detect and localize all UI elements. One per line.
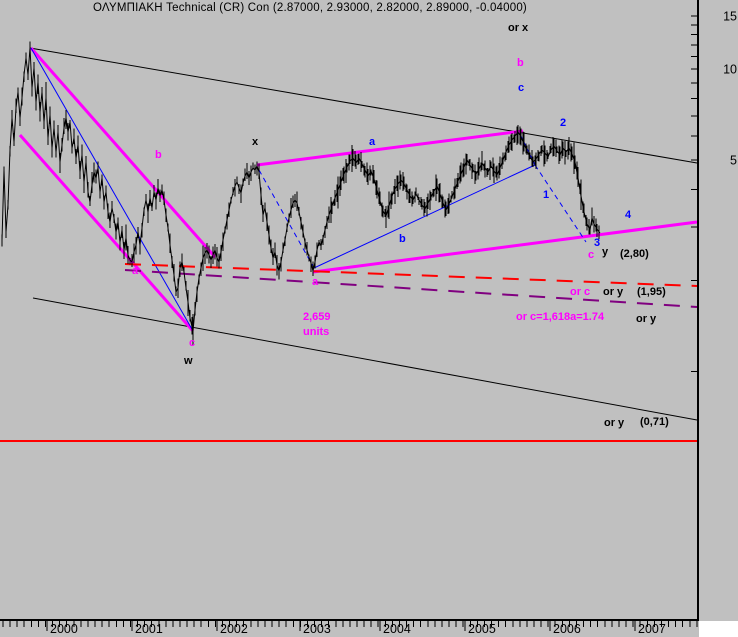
annotation-label: 4: [625, 209, 632, 221]
annotation-label: a: [312, 276, 319, 288]
annotation-label: or y: [603, 286, 624, 298]
annotation-label: y: [602, 246, 609, 258]
annotation-label: 2,659: [303, 311, 331, 323]
x-axis-year-label: 2003: [303, 622, 331, 636]
chart-title: ΟΛΥΜΠΙΑΚΗ Technical (CR) Con (2.87000, 2…: [93, 2, 527, 14]
x-axis-year-label: 2005: [468, 622, 496, 636]
annotation-label: (1,95): [637, 286, 666, 298]
price-bars: [1, 41, 600, 346]
magenta-triangle-upper: [256, 129, 524, 167]
x-axis-year-label: 2002: [220, 622, 248, 636]
annotation-label: c: [189, 337, 196, 349]
black-trendline-upper: [29, 47, 698, 164]
annotation-label: or y: [636, 313, 657, 325]
x-axis-year-label: 2000: [50, 622, 78, 636]
x-axis-year-label: 2006: [553, 622, 581, 636]
blue-x-to-a-dashed: [258, 169, 315, 269]
annotation-label: 1: [543, 189, 550, 201]
annotation-label: (2,80): [620, 248, 649, 260]
annotation-label: units: [303, 326, 330, 338]
annotation-label: w: [184, 355, 193, 367]
x-axis-year-label: 2007: [638, 622, 666, 636]
annotation-label: or c=1,618a=1.74: [516, 311, 605, 323]
annotation-label: 3: [594, 237, 601, 249]
magenta-channel-upper: [29, 47, 217, 258]
annotation-label: a: [369, 136, 376, 148]
x-axis-year-label: 2004: [383, 622, 411, 636]
x-axis-year-label: 2001: [135, 622, 163, 636]
black-trendline-lower: [32, 297, 698, 421]
annotation-label: b: [155, 149, 162, 161]
annotation-label: or c: [570, 286, 591, 298]
blue-projection-dashed: [534, 164, 587, 243]
blue-decline-to-w: [30, 47, 194, 332]
annotation-label: x: [252, 136, 259, 148]
annotation-label: or x: [508, 22, 529, 34]
annotation-label: or y: [604, 417, 625, 429]
annotation-label: 2: [560, 117, 567, 129]
annotation-label: c: [518, 82, 525, 94]
annotation-label: (0,71): [640, 416, 669, 428]
y-axis-tick-label: 15: [723, 9, 737, 23]
red-dashed-level: [124, 263, 698, 287]
y-axis-tick-label: 10: [723, 63, 737, 77]
annotation-label: a: [132, 265, 139, 277]
blue-b-rising: [313, 164, 536, 269]
magenta-channel-lower: [18, 134, 195, 332]
axis-corner: [699, 621, 738, 637]
y-axis-tick-label: 5: [730, 154, 737, 168]
annotation-label: b: [399, 233, 406, 245]
annotation-label: b: [517, 57, 524, 69]
magenta-triangle-lower: [312, 220, 698, 274]
annotation-label: c: [588, 249, 595, 261]
purple-dashed-level: [124, 269, 698, 308]
